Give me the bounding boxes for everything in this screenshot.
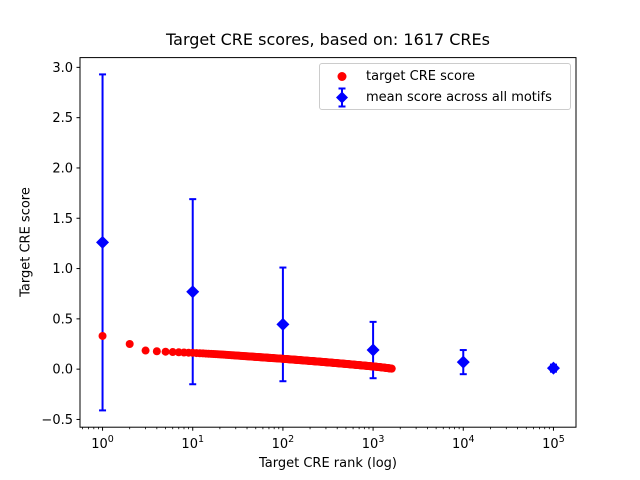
svg-text:105: 105 <box>542 434 565 452</box>
svg-text:1.5: 1.5 <box>52 212 73 227</box>
chart-title: Target CRE scores, based on: 1617 CREs <box>166 30 490 49</box>
y-axis-ticks: −0.5 0.0 0.5 1.0 1.5 2.0 2.5 3.0 <box>41 61 80 428</box>
x-axis-minor-ticks <box>82 427 550 430</box>
svg-text:−0.5: −0.5 <box>41 413 73 428</box>
legend: target CRE score mean score across all m… <box>319 63 571 110</box>
svg-text:101: 101 <box>181 434 204 452</box>
x-axis-ticks: 100 101 102 103 104 105 <box>91 427 565 452</box>
target-score-series <box>98 331 396 373</box>
svg-text:100: 100 <box>91 434 114 452</box>
svg-text:102: 102 <box>272 434 295 452</box>
blue-diamond-errorbar-marker-icon <box>328 87 356 108</box>
y-axis-label: Target CRE score <box>18 187 34 297</box>
svg-text:2.5: 2.5 <box>52 111 73 126</box>
svg-text:1.0: 1.0 <box>52 262 73 277</box>
svg-text:0.5: 0.5 <box>52 312 73 327</box>
svg-text:2.0: 2.0 <box>52 161 73 176</box>
svg-text:3.0: 3.0 <box>52 61 73 76</box>
legend-label-mean: mean score across all motifs <box>366 89 552 105</box>
legend-entry-target: target CRE score <box>328 66 562 87</box>
x-axis-label: Target CRE rank (log) <box>259 456 397 471</box>
legend-label-target: target CRE score <box>366 68 476 84</box>
red-circle-marker-icon <box>328 66 356 87</box>
svg-text:103: 103 <box>362 434 385 452</box>
svg-text:104: 104 <box>452 434 475 452</box>
legend-entry-mean: mean score across all motifs <box>328 87 562 108</box>
svg-text:0.0: 0.0 <box>52 363 73 378</box>
axes-frame <box>79 57 577 428</box>
